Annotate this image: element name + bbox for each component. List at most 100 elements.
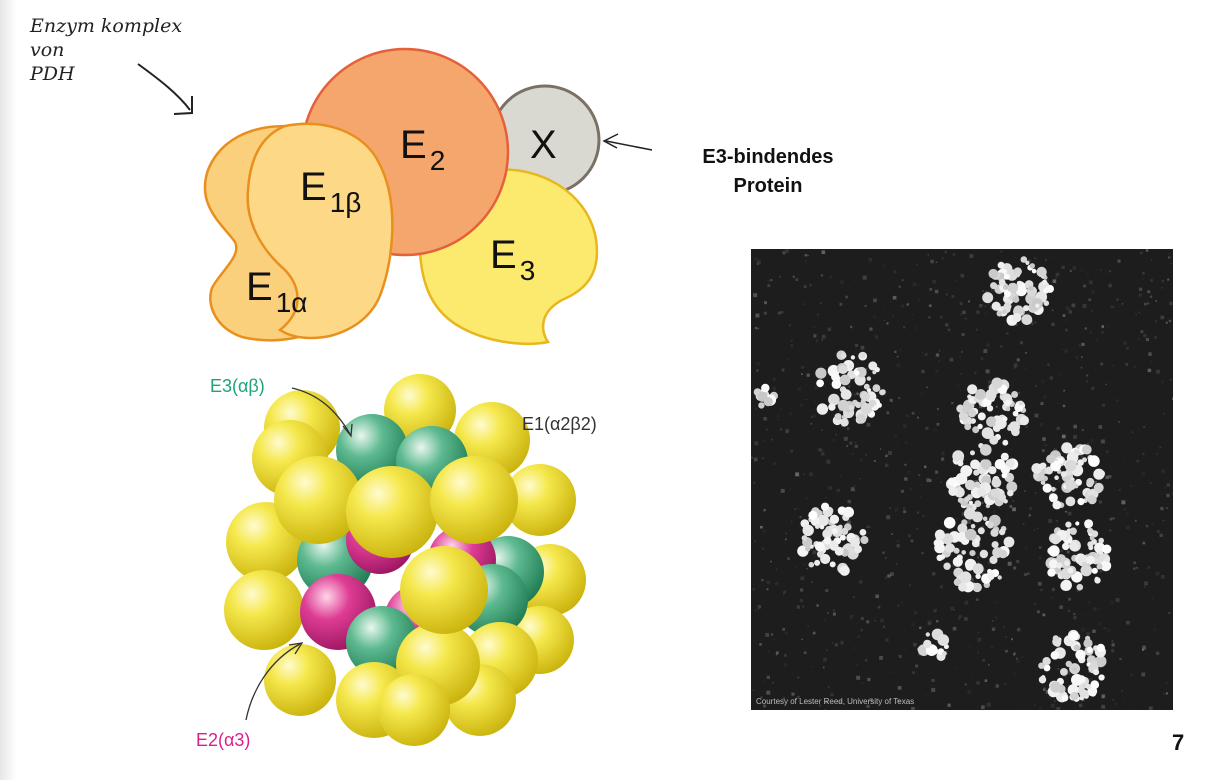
micrograph-grain — [802, 601, 804, 603]
micrograph-grain — [773, 638, 776, 641]
micrograph-grain — [849, 614, 854, 619]
micrograph-grain — [1018, 392, 1021, 394]
micrograph-grain — [821, 334, 826, 339]
micrograph-grain — [785, 430, 789, 434]
micrograph-grain — [1072, 266, 1077, 270]
micrograph-grain — [795, 565, 798, 568]
micrograph-grain — [869, 330, 871, 332]
micrograph-grain — [818, 448, 822, 452]
micrograph-grain — [928, 304, 932, 307]
micrograph-grain — [816, 313, 819, 316]
micrograph-grain — [860, 617, 864, 621]
micrograph-grain — [763, 680, 765, 682]
micrograph-grain — [1065, 510, 1067, 513]
micrograph-particle — [1069, 527, 1077, 535]
micrograph-grain — [951, 402, 954, 405]
micrograph-grain — [777, 311, 781, 315]
micrograph-particle — [873, 405, 878, 410]
micrograph-grain — [951, 563, 956, 568]
micrograph-grain — [1109, 529, 1112, 532]
micrograph-grain — [1069, 269, 1072, 272]
micrograph-grain — [1133, 365, 1136, 368]
micrograph-particle — [1061, 442, 1073, 454]
micrograph-grain — [938, 360, 941, 362]
micrograph-grain — [849, 441, 853, 445]
micrograph-grain — [927, 621, 931, 625]
micrograph-particle — [1051, 486, 1056, 492]
micrograph-grain — [1028, 259, 1031, 262]
handwritten-arrow — [137, 63, 191, 111]
micrograph-particle — [850, 355, 856, 360]
micrograph-grain — [809, 472, 813, 477]
micrograph-grain — [784, 538, 787, 541]
x-label: X — [530, 123, 557, 167]
micrograph-grain — [1126, 620, 1130, 625]
micrograph-grain — [756, 262, 760, 265]
micrograph-grain — [843, 436, 848, 441]
micrograph-particle — [964, 479, 976, 491]
micrograph-grain — [982, 659, 985, 662]
micrograph-grain — [1000, 250, 1003, 253]
micrograph-grain — [1095, 338, 1098, 341]
micrograph-grain — [1111, 643, 1115, 647]
micrograph-particle — [957, 460, 964, 467]
micrograph-grain — [968, 645, 971, 647]
micrograph-grain — [783, 593, 785, 595]
micrograph-particle — [1029, 263, 1035, 269]
micrograph-grain — [756, 362, 760, 366]
micrograph-grain — [926, 386, 929, 389]
micrograph-particle — [1062, 542, 1070, 551]
micrograph-grain — [1013, 566, 1017, 570]
micrograph-grain — [886, 515, 891, 520]
micrograph-particle — [814, 541, 825, 552]
micrograph-grain — [1145, 338, 1150, 342]
e1-beta-subunit — [246, 122, 394, 340]
micrograph-grain — [982, 568, 986, 572]
micrograph-grain — [804, 260, 807, 263]
micrograph-particle — [979, 482, 986, 489]
micrograph-particle — [1050, 681, 1062, 693]
micrograph-grain — [859, 478, 861, 480]
micrograph-grain — [1170, 263, 1172, 265]
micrograph-grain — [1101, 331, 1104, 334]
micrograph-grain — [938, 349, 941, 352]
micrograph-grain — [904, 649, 907, 652]
micrograph-grain — [928, 316, 931, 319]
e1-sphere — [400, 546, 488, 634]
micrograph-particle — [1061, 695, 1069, 702]
micrograph-grain — [884, 308, 886, 310]
micrograph-grain — [1012, 507, 1016, 512]
micrograph-grain — [977, 632, 979, 634]
micrograph-particle — [1031, 268, 1037, 274]
micrograph-grain — [1167, 256, 1171, 259]
micrograph-grain — [762, 547, 764, 550]
micrograph-particle — [988, 268, 999, 279]
micrograph-grain — [1119, 657, 1122, 660]
micrograph-particle — [1028, 285, 1034, 291]
micrograph-grain — [931, 678, 935, 682]
micrograph-grain — [919, 626, 922, 629]
e2-pointer-line — [245, 643, 301, 721]
micrograph-grain — [1057, 479, 1061, 483]
micrograph-particle — [1000, 452, 1009, 461]
micrograph-grain — [810, 423, 812, 425]
micrograph-grain — [780, 488, 785, 493]
micrograph-grain — [927, 254, 929, 256]
micrograph-grain — [767, 650, 770, 653]
micrograph-grain — [1143, 334, 1147, 338]
micrograph-particle — [965, 528, 977, 541]
micrograph-grain — [824, 618, 826, 621]
micrograph-grain — [1109, 517, 1113, 521]
micrograph-grain — [954, 666, 957, 669]
micrograph-grain — [848, 385, 851, 388]
micrograph-particle — [1098, 537, 1104, 544]
micrograph-grain — [924, 352, 928, 356]
micrograph-grain — [1149, 482, 1152, 484]
micrograph-particle — [1081, 561, 1087, 567]
micrograph-particle — [839, 565, 850, 576]
micrograph-grain — [894, 510, 897, 513]
micrograph-grain — [918, 474, 921, 477]
micrograph-grain — [783, 590, 786, 594]
micrograph-grain — [1086, 374, 1089, 377]
